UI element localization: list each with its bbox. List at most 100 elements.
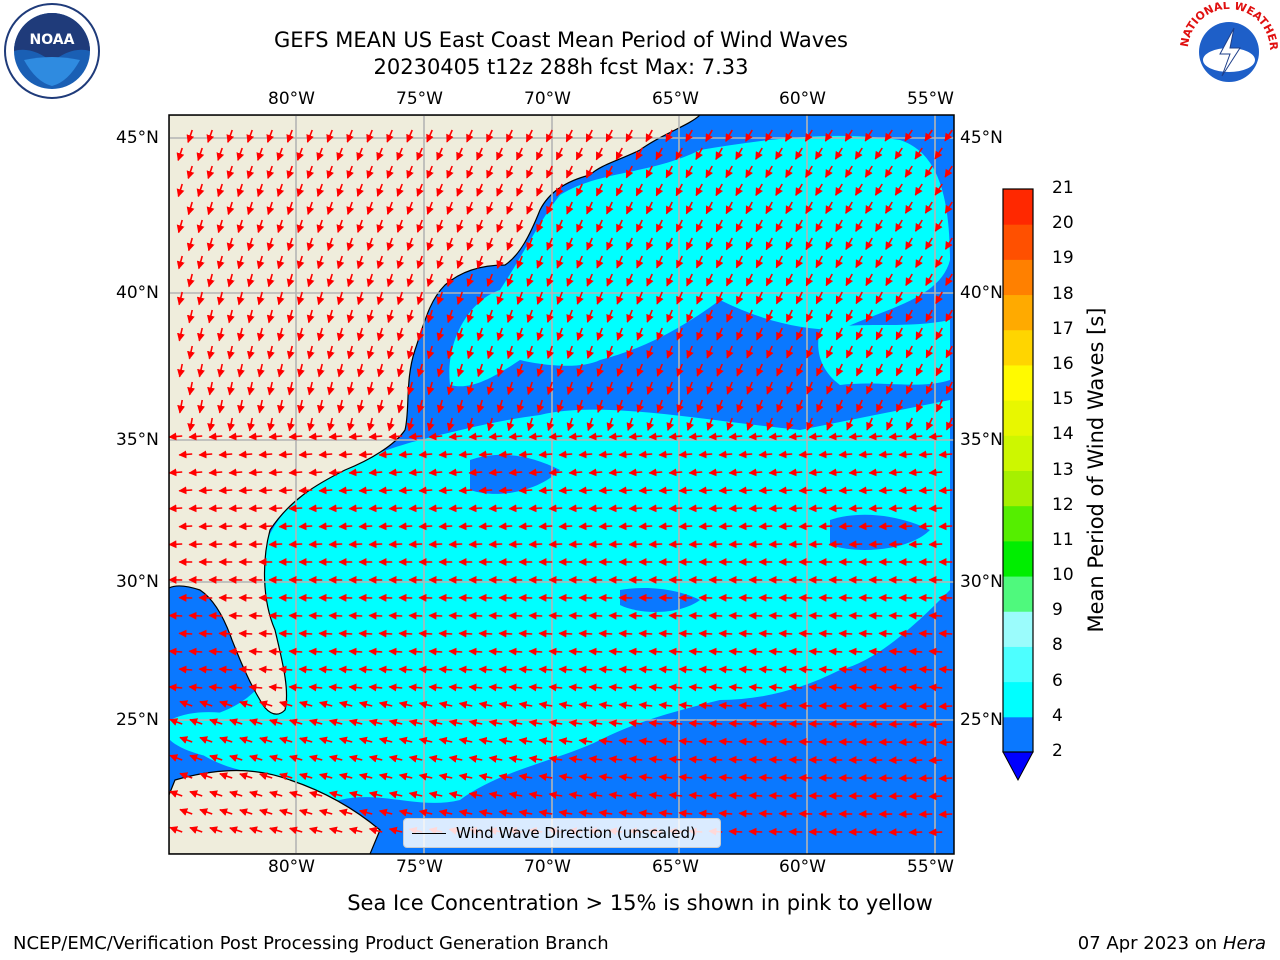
wind-wave-arrow	[226, 273, 235, 288]
wind-wave-arrow	[486, 165, 494, 179]
wind-wave-arrow	[666, 345, 674, 359]
wind-wave-arrow	[556, 399, 565, 414]
wind-wave-arrow	[187, 345, 195, 360]
wind-wave-arrow	[598, 522, 613, 531]
wind-wave-arrow	[496, 399, 505, 414]
wind-wave-arrow	[518, 665, 533, 674]
wind-wave-arrow	[546, 165, 554, 179]
colorbar-tick-label: 10	[1052, 565, 1074, 586]
wind-wave-arrow	[266, 129, 274, 143]
wind-wave-arrow	[228, 683, 243, 692]
wind-wave-arrow	[257, 399, 265, 414]
wind-wave-arrow	[217, 399, 225, 414]
colorbar-band	[1003, 505, 1033, 542]
wind-wave-arrow	[818, 629, 833, 638]
wind-wave-arrow	[546, 237, 554, 251]
wind-wave-arrow	[378, 665, 393, 674]
wind-wave-arrow	[904, 129, 913, 142]
wind-wave-arrow	[658, 737, 673, 746]
wind-wave-arrow	[308, 754, 323, 763]
wind-wave-arrow	[776, 327, 784, 341]
wind-wave-arrow	[878, 522, 893, 531]
wind-wave-arrow	[566, 381, 575, 396]
wind-wave-arrow	[546, 417, 555, 432]
nws-logo: NATIONAL WEATHER SERVICE	[1180, 2, 1278, 96]
wind-wave-arrow	[506, 237, 514, 251]
wind-wave-arrow	[406, 309, 415, 324]
wind-wave-arrow	[938, 738, 953, 747]
wind-wave-arrow	[318, 772, 333, 781]
wind-wave-arrow	[458, 629, 473, 638]
wind-wave-arrow	[818, 450, 833, 459]
wind-wave-arrow	[945, 417, 954, 431]
wind-wave-arrow	[416, 147, 424, 161]
wind-wave-arrow	[368, 540, 383, 549]
wind-wave-arrow	[209, 754, 223, 762]
wind-wave-arrow	[616, 255, 624, 269]
legend-line-swatch	[412, 832, 446, 834]
wind-wave-arrow	[398, 772, 413, 781]
wind-wave-arrow	[216, 327, 225, 342]
wind-wave-arrow	[416, 327, 425, 342]
wind-wave-arrow	[888, 647, 903, 656]
wind-wave-arrow	[568, 540, 583, 549]
wind-wave-arrow	[408, 468, 423, 477]
wind-wave-arrow	[438, 772, 453, 781]
wind-wave-arrow	[918, 629, 933, 638]
wind-wave-arrow	[258, 665, 273, 674]
wind-wave-arrow	[648, 432, 663, 441]
wind-wave-arrow	[396, 147, 404, 161]
wind-wave-arrow	[776, 363, 784, 377]
wind-wave-arrow	[368, 754, 383, 763]
wind-wave-arrow	[189, 754, 203, 762]
wind-wave-arrow	[746, 309, 754, 323]
colorbar-band	[1003, 540, 1033, 577]
wind-wave-arrow	[898, 665, 913, 674]
wind-wave-arrow	[766, 345, 774, 359]
wind-wave-arrow	[868, 468, 883, 477]
wind-wave-arrow	[188, 432, 203, 441]
wind-wave-arrow	[478, 522, 493, 531]
wind-wave-arrow	[207, 381, 215, 396]
wind-wave-arrow	[715, 219, 724, 233]
wind-wave-arrow	[346, 201, 355, 215]
wind-wave-arrow	[845, 345, 854, 359]
wind-wave-arrow	[336, 255, 345, 270]
colorbar-band	[1003, 329, 1033, 366]
wind-wave-arrow	[838, 450, 853, 459]
colorbar-band	[1003, 400, 1033, 436]
wind-wave-arrow	[605, 165, 614, 179]
wind-wave-arrow	[448, 647, 463, 656]
wind-wave-arrow	[368, 468, 383, 477]
wind-wave-arrow	[476, 183, 484, 197]
wind-wave-arrow	[608, 504, 623, 513]
wind-wave-arrow	[536, 291, 544, 305]
wind-wave-arrow	[646, 237, 654, 251]
wind-wave-arrow	[706, 345, 714, 359]
wind-wave-arrow	[678, 629, 693, 638]
wind-wave-arrow	[616, 327, 624, 341]
wind-wave-arrow	[904, 201, 913, 214]
wind-wave-arrow	[239, 736, 253, 744]
wind-wave-arrow	[808, 611, 823, 620]
wind-wave-arrow	[518, 486, 533, 495]
wind-wave-arrow	[626, 309, 634, 323]
wind-wave-arrow	[756, 363, 764, 377]
wind-wave-arrow	[608, 468, 623, 477]
wind-wave-arrow	[207, 345, 215, 360]
wind-wave-arrow	[226, 237, 235, 252]
wind-wave-arrow	[328, 540, 343, 549]
wind-wave-arrow	[808, 468, 823, 477]
wind-wave-arrow	[566, 273, 574, 287]
colorbar-band	[1003, 435, 1033, 471]
wind-wave-arrow	[468, 504, 483, 513]
wind-wave-arrow	[456, 255, 464, 269]
wind-wave-arrow	[348, 611, 363, 620]
wind-wave-arrow	[924, 237, 933, 250]
wind-wave-arrow	[398, 629, 413, 638]
wind-wave-arrow	[518, 450, 533, 459]
wind-wave-arrow	[276, 183, 285, 198]
wind-wave-arrow	[938, 810, 953, 819]
lat-label: 35°N	[116, 430, 159, 450]
wind-wave-arrow	[378, 486, 393, 495]
